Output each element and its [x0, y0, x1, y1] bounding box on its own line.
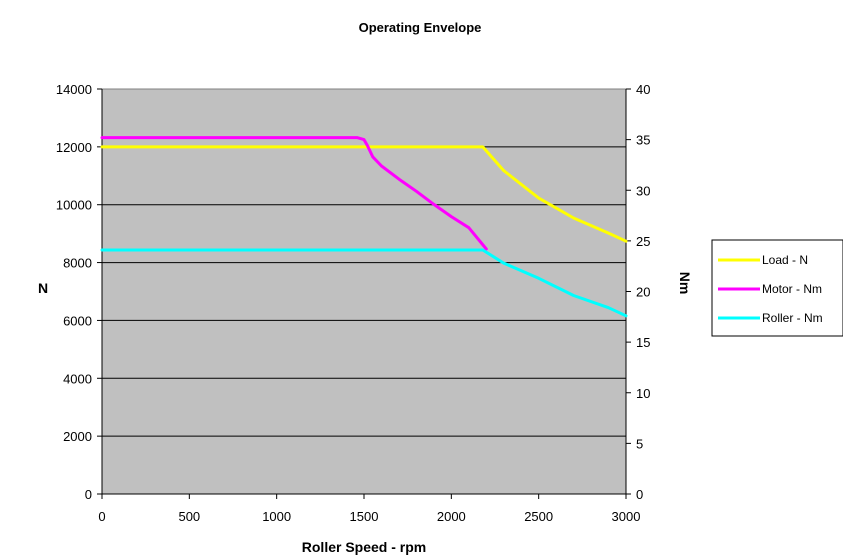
- y-axis-title-left: N: [38, 280, 48, 296]
- chart-title: Operating Envelope: [359, 20, 482, 35]
- y-tick-label: 12000: [56, 140, 92, 155]
- y2-tick-label: 0: [636, 487, 643, 502]
- y2-tick-label: 10: [636, 386, 650, 401]
- y-tick-label: 14000: [56, 82, 92, 97]
- y2-tick-label: 40: [636, 82, 650, 97]
- series-line-roller-nm: [100, 248, 628, 318]
- y2-tick-label: 5: [636, 436, 643, 451]
- x-tick-label: 3000: [612, 509, 641, 524]
- y2-tick-label: 35: [636, 133, 650, 148]
- x-tick-label: 1000: [262, 509, 291, 524]
- legend-label: Load - N: [762, 253, 808, 267]
- axes: [97, 88, 631, 499]
- x-tick-label: 2500: [524, 509, 553, 524]
- y-tick-label: 6000: [63, 313, 92, 328]
- tick-labels: 0200040006000800010000120001400005101520…: [56, 82, 651, 524]
- x-tick-label: 1500: [350, 509, 379, 524]
- legend-entries: Load - N Motor - Nm Roller - Nm: [718, 253, 823, 325]
- x-tick-label: 500: [178, 509, 200, 524]
- y-tick-label: 8000: [63, 256, 92, 271]
- y2-tick-label: 30: [636, 183, 650, 198]
- x-tick-label: 2000: [437, 509, 466, 524]
- series-line-load-n: [100, 145, 628, 243]
- y-tick-label: 4000: [63, 371, 92, 386]
- series-line-motor-nm: [100, 136, 488, 251]
- y-axis-title-right: Nm: [677, 272, 693, 295]
- y2-tick-label: 20: [636, 285, 650, 300]
- legend-label: Motor - Nm: [762, 282, 822, 296]
- y2-tick-label: 25: [636, 234, 650, 249]
- y-tick-label: 2000: [63, 429, 92, 444]
- series-lines: [100, 136, 628, 318]
- y2-tick-label: 15: [636, 335, 650, 350]
- plot-area: [101, 88, 627, 495]
- x-axis-title: Roller Speed - rpm: [302, 539, 426, 555]
- x-tick-label: 0: [98, 509, 105, 524]
- legend: Load - N Motor - Nm Roller - Nm: [711, 239, 843, 337]
- legend-label: Roller - Nm: [762, 311, 823, 325]
- y-tick-label: 0: [85, 487, 92, 502]
- y-tick-label: 10000: [56, 198, 92, 213]
